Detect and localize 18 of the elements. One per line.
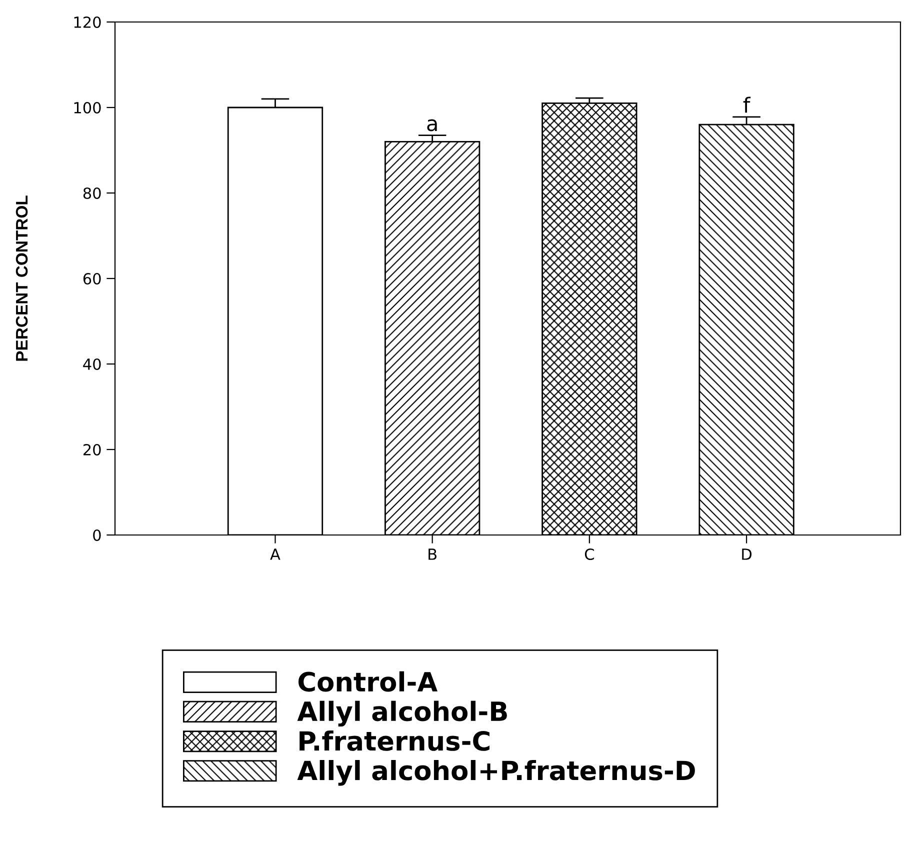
y-tick-label: 20 (83, 444, 101, 456)
legend-label: P.fraternus-C (300, 730, 490, 751)
y-tick-label: 120 (74, 16, 101, 28)
annotation: f (743, 96, 751, 113)
x-tick-label: D (742, 548, 752, 560)
legend-label: Control-A (298, 671, 438, 692)
y-tick-label: 80 (83, 187, 101, 200)
y-axis-title: PERCENT CONTROL (16, 196, 28, 361)
y-tick-label: 40 (83, 358, 101, 370)
legend-label: Allyl alcohol-B (297, 700, 507, 727)
x-tick-label: B (428, 548, 436, 560)
annotation: a (427, 119, 437, 132)
x-tick-label: A (270, 548, 280, 560)
y-tick-label: 100 (74, 102, 101, 114)
x-tick-label: C (584, 548, 594, 560)
y-tick-label: 0 (93, 529, 101, 542)
legend-label: Allyl alcohol+P.fraternus-D (297, 760, 695, 786)
y-tick-label: 60 (83, 272, 101, 285)
